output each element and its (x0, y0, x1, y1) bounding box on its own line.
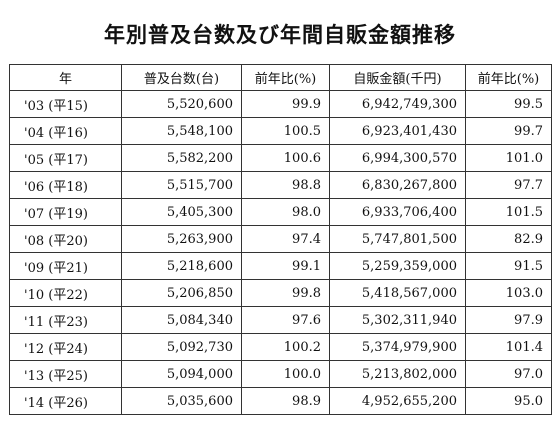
year-cell: '03 (平15) (9, 90, 122, 118)
sales-cell: 5,747,801,500 (329, 225, 466, 253)
table-row: '04 (平16) 5,548,100 100.5 6,923,401,430 … (9, 117, 552, 145)
units-cell: 5,582,200 (121, 144, 242, 172)
table-row: '11 (平23) 5,084,340 97.6 5,302,311,940 9… (9, 306, 552, 334)
table-row: '09 (平21) 5,218,600 99.1 5,259,359,000 9… (9, 252, 552, 280)
year-cell: '11 (平23) (9, 306, 122, 334)
units-cell: 5,548,100 (121, 117, 242, 145)
sales-yoy-cell: 97.7 (465, 171, 552, 199)
sales-cell: 6,994,300,570 (329, 144, 466, 172)
year-cell: '04 (平16) (9, 117, 122, 145)
table-row: '07 (平19) 5,405,300 98.0 6,933,706,400 1… (9, 198, 552, 226)
units-cell: 5,094,000 (121, 360, 242, 388)
units-yoy-cell: 100.0 (241, 360, 330, 388)
year-cell: '09 (平21) (9, 252, 122, 280)
sales-cell: 5,213,802,000 (329, 360, 466, 388)
sales-cell: 6,942,749,300 (329, 90, 466, 118)
units-cell: 5,515,700 (121, 171, 242, 199)
sales-cell: 5,302,311,940 (329, 306, 466, 334)
units-yoy-cell: 97.6 (241, 306, 330, 334)
units-cell: 5,263,900 (121, 225, 242, 253)
units-cell: 5,405,300 (121, 198, 242, 226)
sales-cell: 5,259,359,000 (329, 252, 466, 280)
units-cell: 5,035,600 (121, 387, 242, 415)
table-row: '12 (平24) 5,092,730 100.2 5,374,979,900 … (9, 333, 552, 361)
units-cell: 5,092,730 (121, 333, 242, 361)
year-cell: '12 (平24) (9, 333, 122, 361)
table-row: '05 (平17) 5,582,200 100.6 6,994,300,570 … (9, 144, 552, 172)
table-row: '03 (平15) 5,520,600 99.9 6,942,749,300 9… (9, 90, 552, 118)
sales-yoy-cell: 91.5 (465, 252, 552, 280)
units-yoy-cell: 99.9 (241, 90, 330, 118)
year-cell: '08 (平20) (9, 225, 122, 253)
units-yoy-cell: 97.4 (241, 225, 330, 253)
sales-yoy-cell: 99.5 (465, 90, 552, 118)
year-cell: '13 (平25) (9, 360, 122, 388)
year-cell: '14 (平26) (9, 387, 122, 415)
units-yoy-cell: 99.8 (241, 279, 330, 307)
year-cell: '06 (平18) (9, 171, 122, 199)
column-header-sales: 自販金額(千円) (329, 64, 466, 91)
sales-yoy-cell: 82.9 (465, 225, 552, 253)
table-header-row: 年 普及台数(台) 前年比(%) 自販金額(千円) 前年比(%) (9, 64, 552, 91)
sales-yoy-cell: 99.7 (465, 117, 552, 145)
year-cell: '05 (平17) (9, 144, 122, 172)
sales-cell: 5,418,567,000 (329, 279, 466, 307)
sales-cell: 6,830,267,800 (329, 171, 466, 199)
units-cell: 5,520,600 (121, 90, 242, 118)
table-row: '06 (平18) 5,515,700 98.8 6,830,267,800 9… (9, 171, 552, 199)
sales-yoy-cell: 97.0 (465, 360, 552, 388)
column-header-units: 普及台数(台) (121, 64, 242, 91)
units-yoy-cell: 100.6 (241, 144, 330, 172)
units-cell: 5,206,850 (121, 279, 242, 307)
sales-cell: 6,933,706,400 (329, 198, 466, 226)
column-header-year: 年 (9, 64, 122, 91)
column-header-units-yoy: 前年比(%) (241, 64, 330, 91)
sales-cell: 4,952,655,200 (329, 387, 466, 415)
stats-table: 年 普及台数(台) 前年比(%) 自販金額(千円) 前年比(%) '03 (平1… (9, 64, 552, 415)
units-yoy-cell: 98.9 (241, 387, 330, 415)
column-header-sales-yoy: 前年比(%) (465, 64, 552, 91)
page-title: 年別普及台数及び年間自販金額推移 (104, 23, 456, 47)
units-yoy-cell: 100.2 (241, 333, 330, 361)
sales-cell: 5,374,979,900 (329, 333, 466, 361)
units-cell: 5,218,600 (121, 252, 242, 280)
year-cell: '10 (平22) (9, 279, 122, 307)
table-row: '14 (平26) 5,035,600 98.9 4,952,655,200 9… (9, 387, 552, 415)
sales-yoy-cell: 101.0 (465, 144, 552, 172)
sales-cell: 6,923,401,430 (329, 117, 466, 145)
sales-yoy-cell: 101.4 (465, 333, 552, 361)
table-row: '10 (平22) 5,206,850 99.8 5,418,567,000 1… (9, 279, 552, 307)
year-cell: '07 (平19) (9, 198, 122, 226)
units-yoy-cell: 100.5 (241, 117, 330, 145)
units-cell: 5,084,340 (121, 306, 242, 334)
sales-yoy-cell: 103.0 (465, 279, 552, 307)
sales-yoy-cell: 95.0 (465, 387, 552, 415)
sales-yoy-cell: 101.5 (465, 198, 552, 226)
units-yoy-cell: 98.8 (241, 171, 330, 199)
table-row: '13 (平25) 5,094,000 100.0 5,213,802,000 … (9, 360, 552, 388)
sales-yoy-cell: 97.9 (465, 306, 552, 334)
units-yoy-cell: 98.0 (241, 198, 330, 226)
units-yoy-cell: 99.1 (241, 252, 330, 280)
table-row: '08 (平20) 5,263,900 97.4 5,747,801,500 8… (9, 225, 552, 253)
